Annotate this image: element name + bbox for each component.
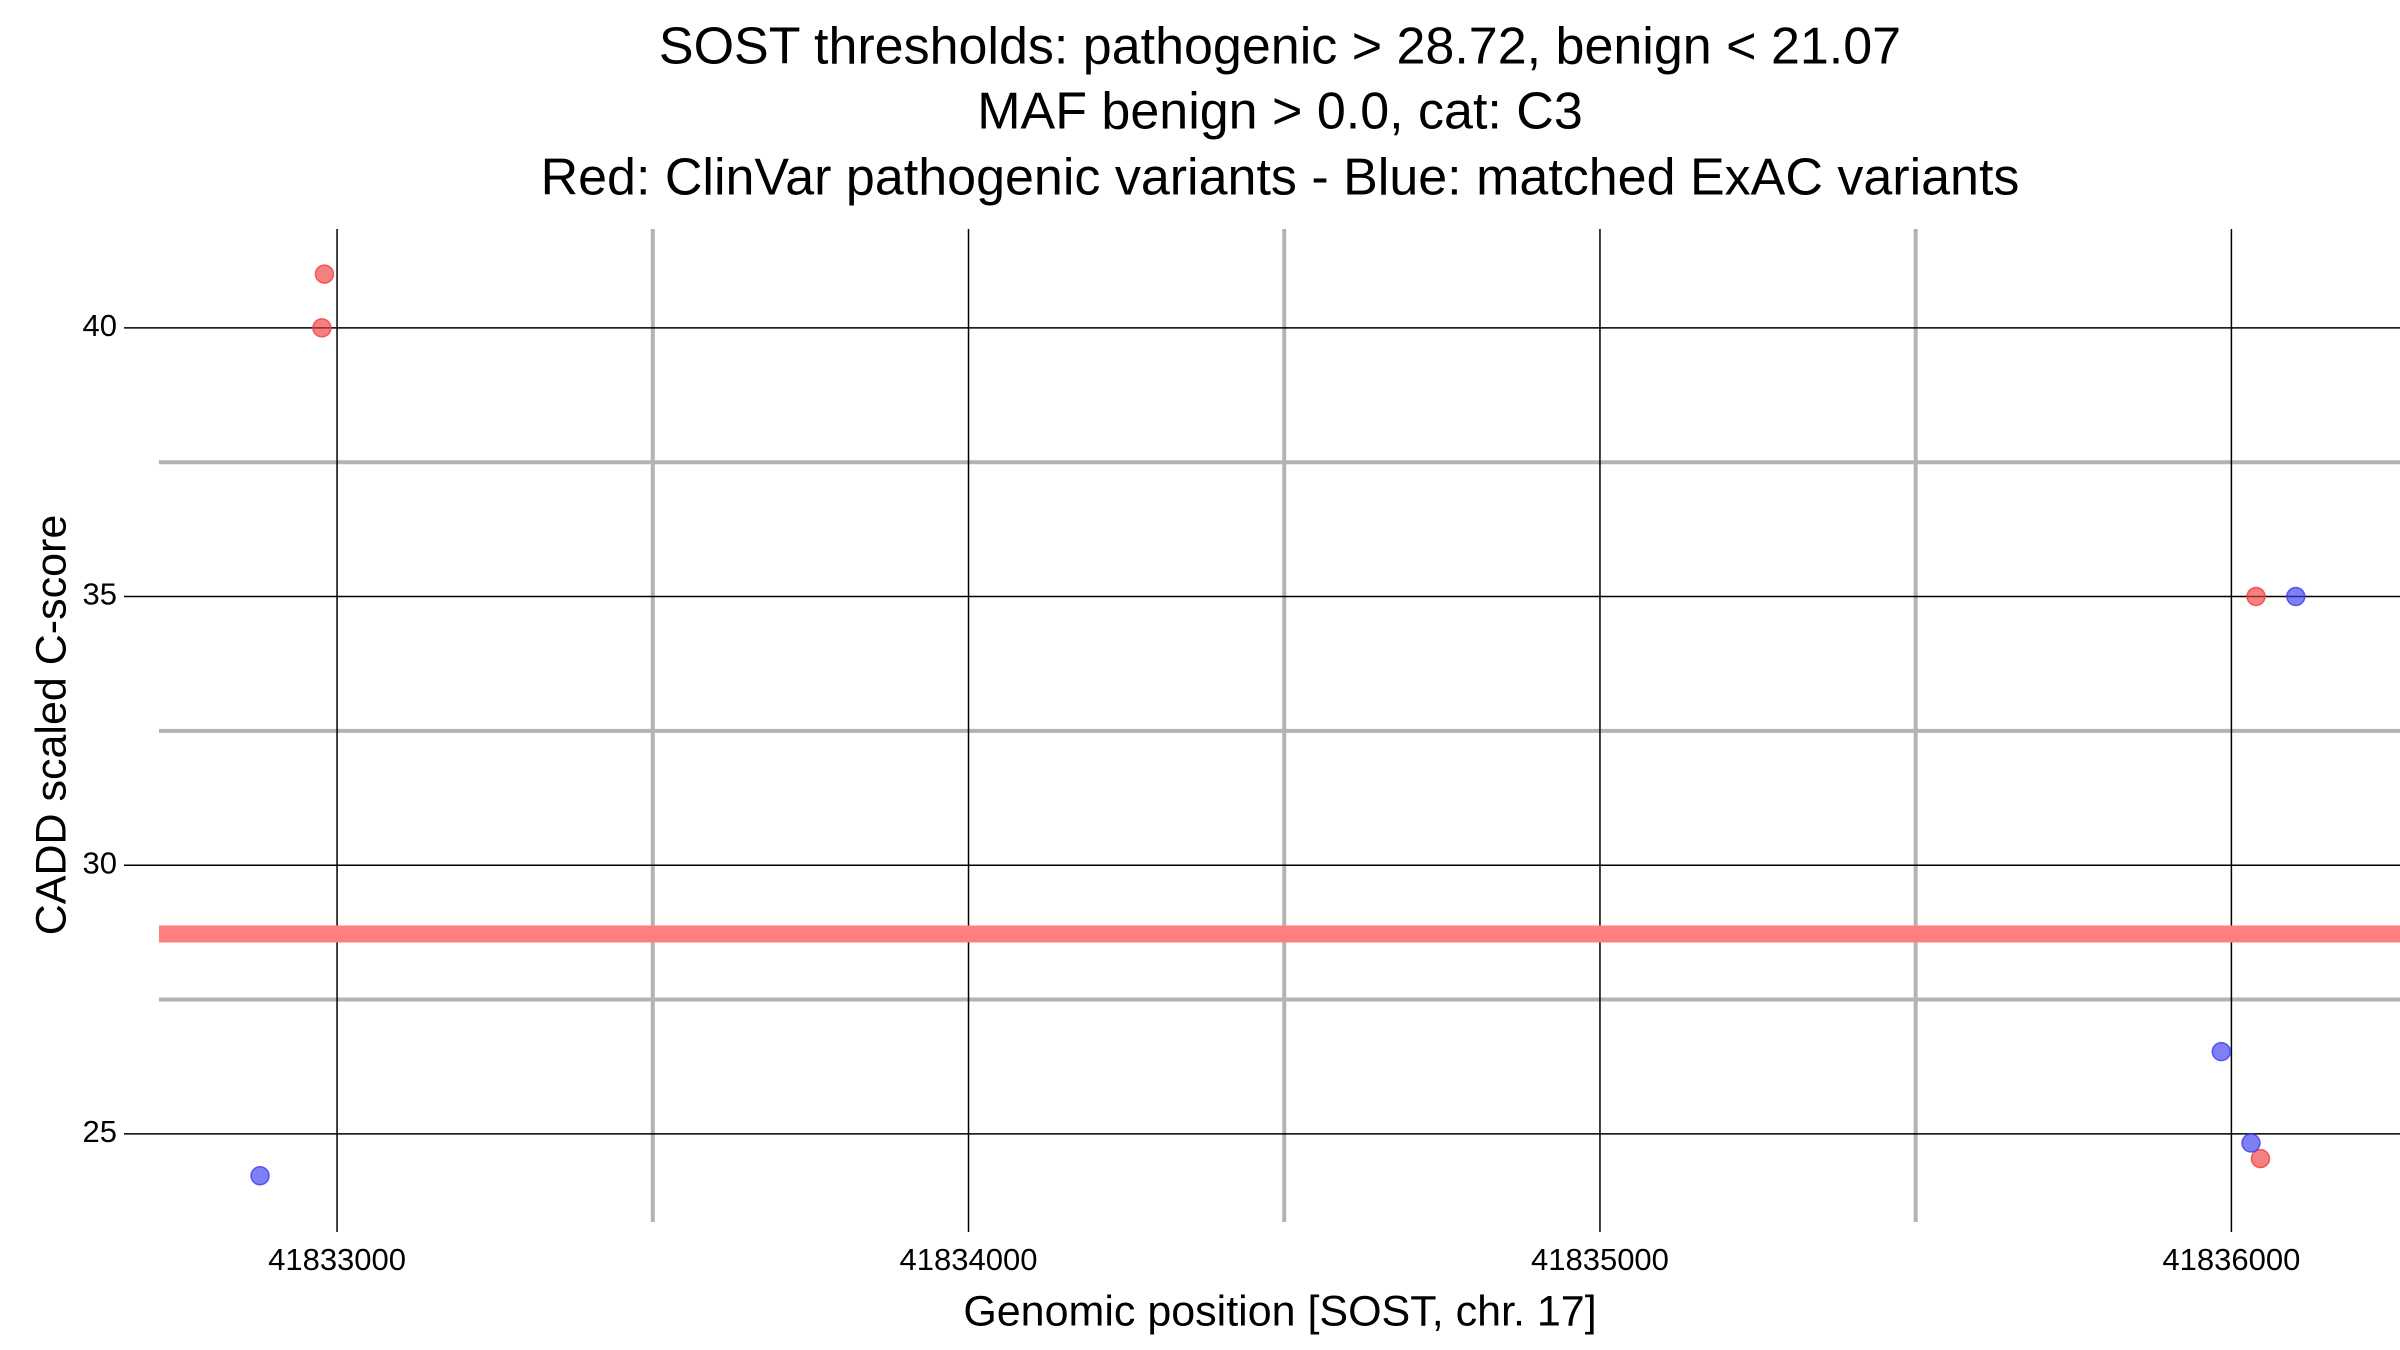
data-point — [2211, 1041, 2232, 1062]
y-axis-label: CADD scaled C-score — [27, 515, 75, 936]
chart-title: SOST thresholds: pathogenic > 28.72, ben… — [659, 18, 1901, 76]
y-tick-label: 30 — [83, 845, 117, 880]
data-point — [2286, 586, 2306, 607]
x-tick-label: 41835000 — [1531, 1242, 1669, 1277]
data-point — [2246, 586, 2266, 607]
y-tick-label: 35 — [83, 577, 117, 612]
data-point — [2241, 1133, 2261, 1153]
x-tick-label: 41833000 — [268, 1242, 406, 1277]
x-tick-label: 41836000 — [2162, 1242, 2300, 1277]
data-point — [312, 318, 332, 338]
chart-subtitle: MAF benign > 0.0, cat: C3 — [977, 83, 1583, 141]
data-point — [2250, 1148, 2271, 1169]
x-tick-label: 41834000 — [900, 1242, 1038, 1277]
y-tick-label: 25 — [83, 1114, 117, 1149]
data-point — [250, 1166, 270, 1186]
y-tick-label: 40 — [83, 308, 117, 343]
data-point — [314, 264, 335, 284]
chart-subtitle: Red: ClinVar pathogenic variants - Blue:… — [541, 149, 2020, 207]
x-axis-label: Genomic position [SOST, chr. 17] — [963, 1287, 1596, 1335]
